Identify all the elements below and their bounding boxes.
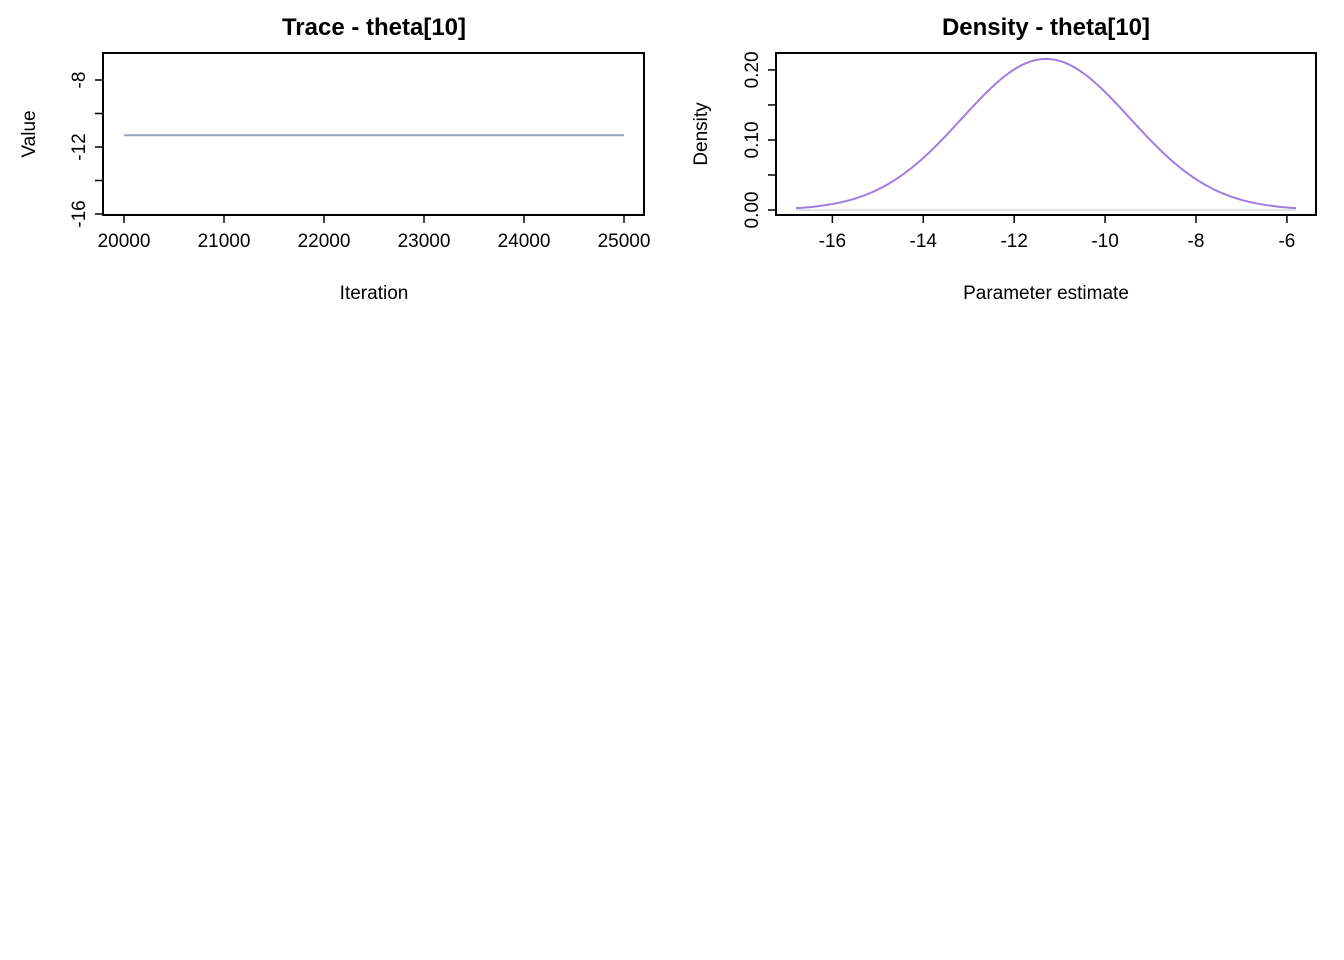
trace-x-tick-label: 23000 — [398, 231, 451, 252]
density-plot-frame — [775, 52, 1317, 216]
trace-plot-frame — [102, 52, 645, 216]
trace-title: Trace - theta[10] — [282, 14, 466, 41]
density-x-axis: -16 -14 -12 -10 -8 -6 — [819, 214, 1295, 252]
trace-x-tick-label: 22000 — [298, 231, 351, 252]
density-y-axis: 0.00 0.10 0.20 — [742, 51, 777, 229]
trace-x-tick-label: 21000 — [198, 231, 251, 252]
trace-y-tick-label: -16 — [69, 200, 90, 227]
trace-panel: Trace - theta[10] 20000 21000 22000 23000 24… — [19, 14, 650, 304]
density-y-axis-label: Density — [691, 102, 712, 166]
trace-y-axis-label: Value — [19, 110, 40, 157]
density-x-axis-label: Parameter estimate — [963, 283, 1129, 304]
trace-x-axis: 20000 21000 22000 23000 24000 25000 — [98, 214, 651, 252]
density-curve — [795, 57, 1297, 210]
density-x-tick-label: -6 — [1278, 231, 1295, 252]
density-title: Density - theta[10] — [942, 14, 1150, 41]
trace-x-tick-label: 24000 — [498, 231, 551, 252]
trace-y-tick-label: -12 — [69, 133, 90, 160]
density-x-tick-label: -16 — [819, 231, 846, 252]
density-panel: Density - theta[10] -16 -14 -12 -10 -8 -6 0.0… — [691, 14, 1317, 304]
density-x-tick-label: -8 — [1188, 231, 1205, 252]
trace-y-tick-label: -8 — [69, 72, 90, 89]
density-x-tick-label: -10 — [1091, 231, 1118, 252]
density-x-tick-label: -12 — [1000, 231, 1027, 252]
trace-y-axis: -16 -12 -8 — [69, 72, 104, 228]
density-x-tick-label: -14 — [910, 231, 938, 252]
trace-x-tick-label: 20000 — [98, 231, 151, 252]
trace-x-tick-label: 25000 — [598, 231, 651, 252]
density-y-tick-label: 0.10 — [742, 121, 763, 158]
density-y-tick-label: 0.00 — [742, 192, 763, 229]
trace-x-axis-label: Iteration — [340, 283, 409, 304]
density-y-tick-label: 0.20 — [742, 51, 763, 88]
